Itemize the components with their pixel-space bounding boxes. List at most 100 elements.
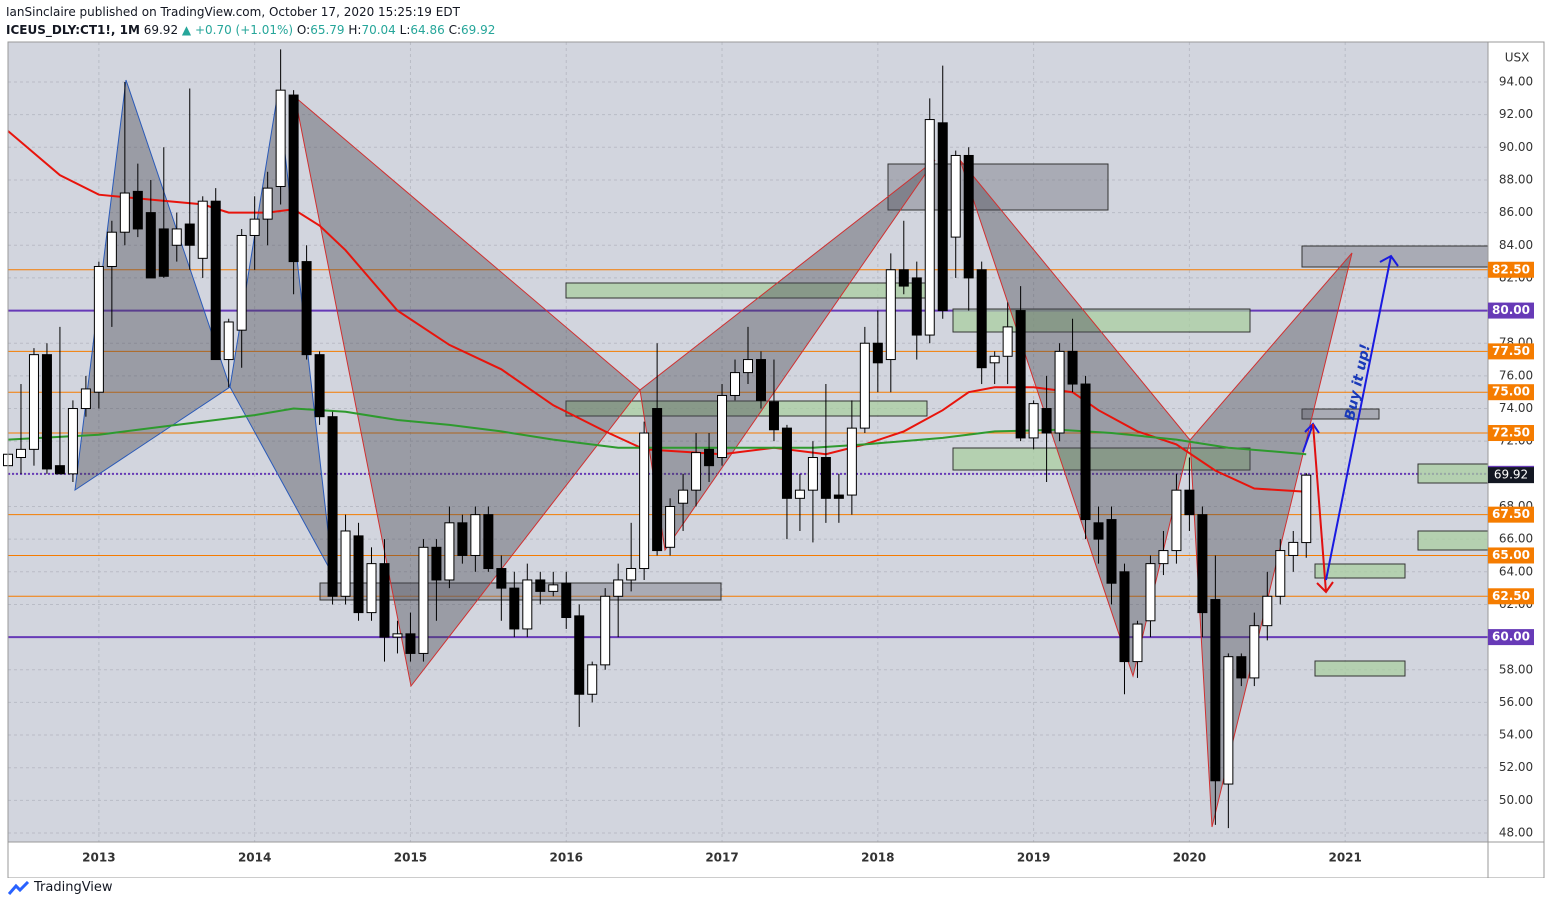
candle-body <box>872 342 883 364</box>
brand: TradingView <box>34 880 113 895</box>
level-label: 65.00 <box>1492 548 1530 562</box>
candle-body <box>1171 489 1182 552</box>
zone <box>887 163 1109 211</box>
candle-body <box>574 615 585 695</box>
candle-body <box>171 228 182 246</box>
y-tick-label: 50.00 <box>1499 793 1533 807</box>
zones <box>319 163 1489 677</box>
y-tick-label: 94.00 <box>1499 75 1533 89</box>
candle-body <box>1015 310 1026 439</box>
candle-body <box>1106 519 1117 584</box>
candle-body <box>106 231 117 267</box>
candle-body <box>652 408 663 552</box>
level-label: 67.50 <box>1492 507 1530 521</box>
frame <box>7 41 1545 878</box>
candle-body <box>548 584 559 592</box>
ohlc-key: H: <box>348 23 362 37</box>
candle-body <box>444 522 455 581</box>
level-badge <box>1488 261 1534 278</box>
level-label: 72.50 <box>1492 426 1530 440</box>
candle-body <box>911 277 922 336</box>
candle-body <box>275 89 286 187</box>
x-tick-label: 2017 <box>705 851 738 865</box>
publisher: IanSinclaire published on TradingView.co… <box>6 5 460 19</box>
level-label: 80.00 <box>1492 303 1530 317</box>
candle-body <box>28 354 39 450</box>
candle-body <box>1145 563 1156 622</box>
level-badge <box>1488 302 1534 319</box>
candle-body <box>755 359 766 401</box>
x-tick-label: 2015 <box>394 851 427 865</box>
zone <box>952 447 1251 471</box>
candle-body <box>41 354 52 470</box>
change: ▲ +0.70 (+1.01%) <box>181 23 294 37</box>
candle-body <box>976 269 987 369</box>
candle-body <box>535 579 546 592</box>
header: IanSinclaire published on TradingView.co… <box>6 3 495 39</box>
zone <box>952 308 1251 333</box>
candle-body <box>184 223 195 246</box>
candle-body <box>1184 489 1195 516</box>
candle-body <box>846 427 857 496</box>
candle-body <box>236 234 247 331</box>
ohlc-key: C: <box>448 23 461 37</box>
candle-body <box>340 530 351 597</box>
candle-body <box>418 546 429 654</box>
level-label: 62.50 <box>1492 589 1530 603</box>
candle-body <box>1080 383 1091 521</box>
candle-body <box>54 465 65 475</box>
y-tick-label: 52.00 <box>1499 760 1533 774</box>
candle-body <box>1067 350 1078 385</box>
candle-body <box>794 489 805 499</box>
level-label: 75.00 <box>1492 385 1530 399</box>
candle-body <box>1054 350 1065 434</box>
level-label: 82.50 <box>1492 262 1530 276</box>
level-badge <box>1488 343 1534 360</box>
candle-body <box>613 579 624 597</box>
candle-body <box>158 228 169 277</box>
candle-body <box>561 582 572 619</box>
candle-body <box>483 514 494 570</box>
x-tick-label: 2021 <box>1328 851 1361 865</box>
y-tick-label: 64.00 <box>1499 564 1533 578</box>
last-price-label: 69.92 <box>1494 468 1528 482</box>
zone <box>1417 463 1489 484</box>
candle-body <box>327 416 338 597</box>
candle-body <box>885 269 896 361</box>
candle-body <box>80 388 91 410</box>
candle-body <box>1158 550 1169 565</box>
time-axis <box>8 842 1488 878</box>
candle-body <box>314 354 325 418</box>
candle-body <box>353 535 364 614</box>
x-tick-label: 2013 <box>82 851 115 865</box>
candle-body <box>950 154 961 238</box>
candle-body <box>1275 550 1286 597</box>
footer: TradingView <box>8 880 113 895</box>
y-tick-label: 48.00 <box>1499 826 1533 840</box>
candle-body <box>132 190 143 230</box>
candles <box>3 49 1312 829</box>
y-tick-label: 86.00 <box>1499 205 1533 219</box>
y-tick-label: 54.00 <box>1499 728 1533 742</box>
level-badge <box>1488 547 1534 564</box>
candle-body <box>691 452 702 491</box>
candle-body <box>717 394 728 459</box>
candle-body <box>145 212 156 279</box>
price-axis <box>1488 42 1550 878</box>
candle-body <box>93 265 104 393</box>
candle-body <box>626 568 637 581</box>
zone <box>1314 563 1406 579</box>
y-tick-label: 56.00 <box>1499 695 1533 709</box>
candle-body <box>457 522 468 556</box>
candle-body <box>1249 625 1260 679</box>
ohlc-value: 64.86 <box>410 23 445 37</box>
x-tick-label: 2014 <box>238 851 271 865</box>
legend-line: ICEUS_DLY:CT1!, 1M 69.92 ▲ +0.70 (+1.01%… <box>6 21 495 39</box>
level-badge <box>1488 588 1534 605</box>
candle-body <box>768 401 779 431</box>
y-tick-label: 92.00 <box>1499 107 1533 121</box>
candle-body <box>963 154 974 279</box>
candle-body <box>496 568 507 589</box>
candle-body <box>470 514 481 556</box>
